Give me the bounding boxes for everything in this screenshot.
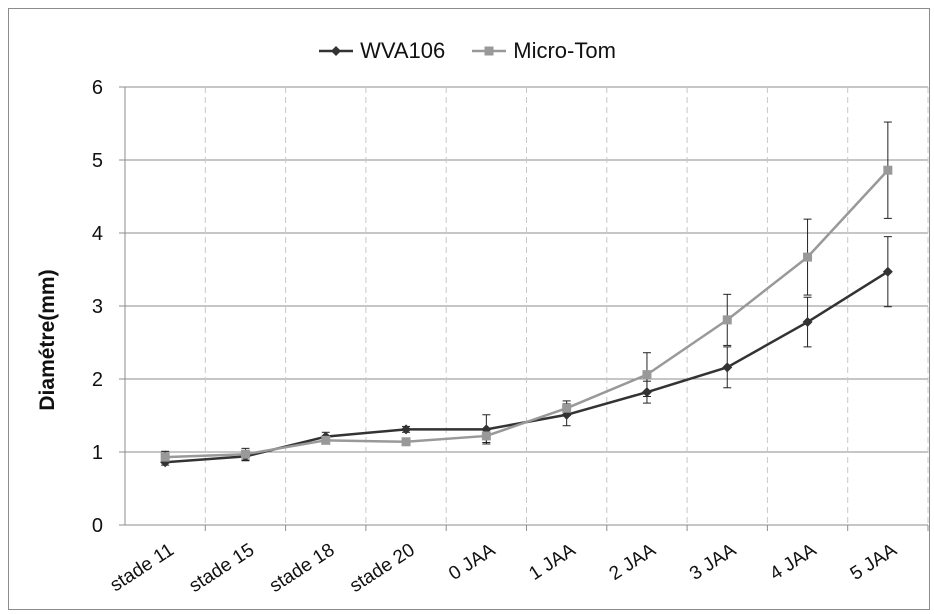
point-s1-4 [481,431,491,441]
x-tick-label-5: 1 JAA [525,539,579,584]
series-lines [165,169,889,464]
x-tick-label-2: stade 18 [266,540,339,597]
legend-item-1: WVA106 [318,38,445,64]
error-bars [161,121,892,466]
legend-swatch-1 [319,46,354,56]
y-tick-label-1: 1 [92,442,103,464]
point-s1-6 [642,370,652,380]
y-tick-labels: 0 1 2 3 4 5 6 [92,77,103,537]
grid [125,86,929,525]
point-s1-2 [321,435,331,445]
y-tick-label-5: 5 [92,150,103,172]
x-tick-label-0: stade 11 [106,540,177,597]
y-tick-label-6: 6 [92,77,103,99]
x-tick-label-1: stade 15 [186,540,259,597]
legend: WVA106 Micro-Tom [0,38,934,64]
point-s1-7 [722,315,732,325]
legend-item-2: Micro-Tom [471,38,616,64]
y-tick-label-4: 4 [92,223,103,245]
series-line-1 [165,169,889,459]
x-tick-label-8: 4 JAA [766,539,820,584]
point-s0-8 [802,317,813,328]
point-s1-1 [240,449,250,459]
x-tick-labels: stade 11 stade 15 stade 18 stade 20 0 JAA 1 J… [106,539,900,596]
legend-label-1: WVA106 [360,38,446,63]
y-tick-label-2: 2 [92,369,103,391]
chart-frame [8,8,930,610]
point-s1-9 [883,165,893,175]
legend-label-2: Micro-Tom [513,38,616,63]
x-tick-label-6: 2 JAA [606,539,660,584]
y-tick-label-0: 0 [92,515,103,537]
x-tick-label-3: stade 20 [346,540,419,597]
point-s1-3 [401,437,411,447]
legend-swatch-2 [472,46,507,56]
point-s1-5 [562,403,572,413]
y-axis-label: Diamétre(mm) [36,269,59,411]
point-s0-9 [882,266,893,277]
point-s1-0 [160,452,170,462]
x-tick-label-7: 3 JAA [686,539,740,584]
point-s0-3 [401,424,412,435]
point-s0-7 [722,362,733,373]
y-tick-label-3: 3 [92,296,103,318]
x-tick-label-4: 0 JAA [445,539,499,584]
axes [119,86,929,531]
point-s0-6 [641,387,652,398]
point-s1-8 [803,252,813,262]
series-markers [160,165,893,468]
x-tick-label-9: 5 JAA [847,539,901,584]
